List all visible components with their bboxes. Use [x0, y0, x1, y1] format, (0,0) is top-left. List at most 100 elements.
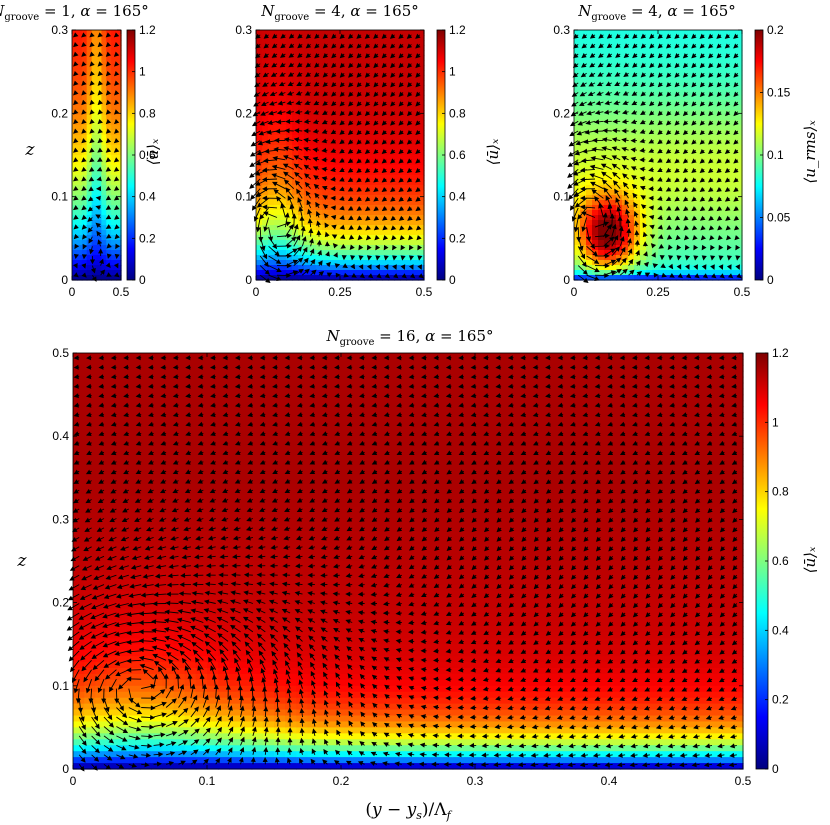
heatmap-cell [106, 140, 112, 146]
heatmap-cell [406, 135, 413, 141]
heatmap-cell [658, 135, 665, 141]
heatmap-cell [346, 230, 353, 236]
heatmap-cell [106, 240, 112, 246]
vector-arrowhead [96, 166, 103, 172]
heatmap-cell [592, 235, 599, 241]
panel-1-ylabel: z [25, 140, 36, 160]
heatmap-cell [76, 205, 83, 211]
heatmap-cell [358, 250, 365, 256]
heatmap-cell [274, 220, 281, 226]
heatmap-cell [364, 230, 371, 236]
heatmap-cell [96, 270, 102, 276]
heatmap-cell [604, 150, 611, 156]
vector-arrowhead [105, 205, 112, 210]
heatmap-cell [81, 270, 88, 276]
heatmap-cell [400, 220, 407, 226]
heatmap-cell [712, 175, 719, 181]
heatmap-cell [91, 245, 98, 251]
heatmap-cell [116, 235, 122, 241]
panel-2: Ngroove = 4, α = 165° 0 0.25 0.500.10.20.3… [235, 2, 466, 299]
heatmap-cell [712, 30, 719, 36]
heatmap-cell [370, 115, 377, 121]
heatmap-cell [76, 175, 83, 181]
heatmap-cell [364, 125, 371, 131]
vector-arrowhead [90, 267, 96, 274]
heatmap-cell [111, 105, 117, 111]
heatmap-cell [111, 225, 117, 231]
heatmap-cell [376, 210, 383, 216]
heatmap-cell [76, 210, 83, 216]
vector-arrowhead [105, 128, 112, 134]
heatmap-cell [76, 165, 83, 171]
heatmap-cell [72, 115, 78, 121]
vector-arrowhead [87, 206, 93, 212]
heatmap-cell [81, 60, 88, 66]
heatmap-cell [91, 255, 98, 261]
heatmap-cell [586, 30, 593, 36]
heatmap-cell [628, 40, 635, 46]
heatmap-cell [670, 210, 677, 216]
heatmap-cell [364, 105, 371, 111]
heatmap-cell [712, 270, 719, 276]
heatmap-cell [101, 255, 107, 261]
heatmap-cell [76, 215, 83, 221]
heatmap-cell [111, 130, 117, 136]
heatmap-cell [292, 115, 299, 121]
heatmap-cell [106, 145, 112, 151]
heatmap-cell [81, 240, 88, 246]
vector-arrowhead [81, 166, 87, 172]
heatmap-cell [101, 50, 107, 56]
heatmap-cell [101, 40, 107, 46]
heatmap-cell [694, 30, 701, 36]
heatmap-cell [91, 165, 98, 171]
y-tick-label: 0 [61, 273, 68, 287]
heatmap-cell [101, 145, 107, 151]
vector-arrowhead [567, 162, 573, 168]
heatmap-cell [91, 35, 98, 41]
heatmap-cell [116, 70, 122, 76]
heatmap-cell [376, 105, 383, 111]
heatmap-cell [72, 210, 78, 216]
heatmap-cell [96, 145, 102, 151]
heatmap-cell [712, 260, 719, 266]
heatmap-cell [394, 30, 401, 36]
heatmap-cell [91, 30, 98, 36]
heatmap-cell [101, 180, 107, 186]
heatmap-cell [616, 220, 623, 226]
heatmap-cell [86, 35, 93, 41]
heatmap-cell [101, 215, 107, 221]
heatmap-cell [376, 230, 383, 236]
heatmap-cell [101, 265, 107, 271]
heatmap-cell [116, 250, 122, 256]
heatmap-cell [400, 240, 407, 246]
heatmap-cell [652, 220, 659, 226]
heatmap-cell [91, 185, 98, 191]
heatmap-cell [86, 180, 93, 186]
heatmap-cell [676, 105, 683, 111]
heatmap-cell [658, 250, 665, 256]
heatmap-cell [574, 30, 581, 36]
heatmap-cell [724, 220, 731, 226]
heatmap-cell [358, 135, 365, 141]
heatmap-cell [72, 125, 78, 131]
heatmap-cell [101, 260, 107, 266]
heatmap-cell [682, 220, 689, 226]
heatmap-cell [274, 210, 281, 216]
heatmap-cell [101, 190, 107, 196]
heatmap-cell [101, 275, 107, 281]
heatmap-cell [286, 95, 293, 101]
heatmap-cell [394, 60, 401, 66]
heatmap-cell [718, 115, 725, 121]
heatmap-cell [86, 190, 93, 196]
heatmap-cell [376, 145, 383, 151]
heatmap-cell [340, 155, 347, 161]
heatmap-cell [724, 260, 731, 266]
heatmap-cell [111, 270, 117, 276]
heatmap-cell [274, 215, 281, 221]
heatmap-cell [116, 260, 122, 266]
heatmap-cell [86, 90, 93, 96]
heatmap-cell [106, 65, 112, 71]
heatmap-cell [334, 220, 341, 226]
vector-arrowhead [89, 128, 95, 134]
heatmap-cell [298, 220, 305, 226]
